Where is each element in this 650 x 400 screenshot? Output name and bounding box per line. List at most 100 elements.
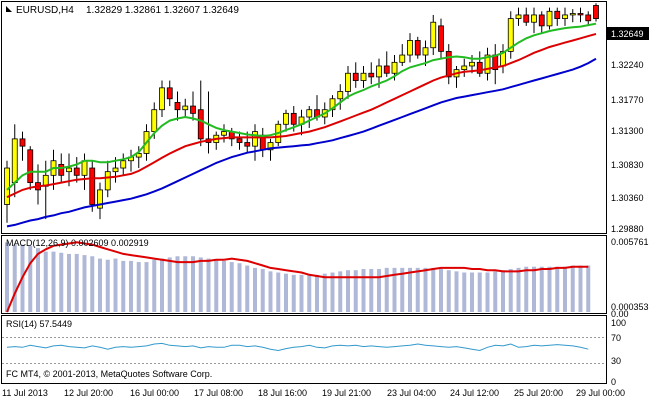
candle <box>476 51 483 77</box>
candle-body <box>221 131 227 136</box>
macd-histogram-bar <box>555 266 560 312</box>
candle-body <box>376 65 382 78</box>
candle-body <box>306 109 313 118</box>
macd-histogram-bar <box>516 267 521 312</box>
rsi-line <box>6 342 589 352</box>
macd-histogram-bar <box>384 267 389 312</box>
macd-histogram-bar <box>462 272 467 312</box>
time-tick: 23 Jul 04:00 <box>387 388 436 398</box>
candle-body <box>383 65 390 74</box>
macd-signal-line <box>6 241 589 313</box>
candle <box>414 36 421 59</box>
candle-body <box>120 160 127 169</box>
macd-histogram-bar <box>322 273 327 312</box>
macd-histogram-bar <box>446 270 451 312</box>
candle-body <box>197 109 204 140</box>
candle-body <box>81 160 88 176</box>
macd-histogram-bar <box>113 258 118 312</box>
rsi-panel[interactable] <box>1 315 607 384</box>
price-axis: 1.32649 1.32240 1.31770 1.31300 1.30830 … <box>607 27 649 234</box>
macd-histogram-bar <box>291 274 296 312</box>
macd-histogram-bar <box>493 271 498 312</box>
price-tick: 1.30360 <box>611 193 644 203</box>
moving-average-mid <box>6 32 597 199</box>
macd-histogram-bar <box>144 262 149 312</box>
candle <box>577 7 584 23</box>
macd-histogram-bar <box>152 259 157 312</box>
macd-level: 0.00 <box>611 309 629 319</box>
candle <box>182 98 189 117</box>
macd-histogram-bar <box>284 273 288 312</box>
moving-average-fast <box>6 22 597 191</box>
macd-histogram-bar <box>586 265 591 312</box>
macd-histogram-bar <box>578 265 583 312</box>
macd-histogram-bar <box>183 256 188 312</box>
macd-histogram-bar <box>160 258 164 312</box>
candle <box>399 44 406 66</box>
macd-histogram-bar <box>136 262 141 312</box>
macd-histogram-bar <box>315 274 319 312</box>
macd-level: 0.005761 <box>611 237 649 247</box>
macd-histogram-bar <box>245 265 250 312</box>
macd-histogram-bar <box>346 270 350 312</box>
macd-histogram-bar <box>214 259 219 312</box>
candle <box>383 51 390 77</box>
candle <box>19 131 26 161</box>
candle-body <box>422 47 429 56</box>
candle-body <box>337 91 344 100</box>
candle-body <box>507 18 514 52</box>
rsi-level: 0 <box>611 377 616 387</box>
candle-body <box>58 163 65 176</box>
macd-histogram-bar <box>90 256 95 312</box>
macd-histogram-bar <box>477 272 482 312</box>
candle-body <box>430 21 437 49</box>
candle <box>89 160 96 212</box>
macd-histogram-bar <box>454 271 459 312</box>
candle-body <box>345 72 351 92</box>
macd-histogram-bar <box>508 269 513 312</box>
candle-body <box>476 61 483 74</box>
symbol-timeframe: EURUSD,H4 <box>16 5 74 16</box>
candle <box>569 9 576 23</box>
time-tick: 19 Jul 21:00 <box>322 388 371 398</box>
time-tick: 17 Jul 08:00 <box>194 388 243 398</box>
candle-body <box>66 167 72 173</box>
macd-histogram-bar <box>121 260 126 312</box>
candle <box>135 146 142 169</box>
macd-histogram-bar <box>175 256 180 312</box>
price-tick: 1.31770 <box>611 95 644 105</box>
macd-histogram-bar <box>431 267 436 312</box>
macd-histogram-bar <box>338 271 343 312</box>
candle-body <box>585 14 592 22</box>
candle-body <box>484 54 491 74</box>
candle <box>554 7 561 26</box>
candle <box>197 80 204 147</box>
candle-body <box>562 14 568 19</box>
macd-histogram-bar <box>59 252 64 312</box>
macd-histogram-bar <box>268 271 273 312</box>
candle <box>190 91 196 121</box>
macd-histogram-bar <box>377 269 381 312</box>
candle <box>407 33 413 63</box>
rsi-level: 30 <box>611 356 621 366</box>
candle-body <box>360 72 367 81</box>
macd-histogram-bar <box>12 244 17 312</box>
candle <box>345 65 351 99</box>
candle <box>306 106 313 128</box>
macd-histogram-bar <box>167 257 172 312</box>
candle <box>484 47 491 81</box>
candle <box>337 84 344 110</box>
candle-body <box>166 87 173 100</box>
rsi-title: RSI(14) 57.5449 <box>6 319 72 329</box>
macd-histogram-bar <box>353 270 358 312</box>
macd-histogram-bar <box>570 265 575 312</box>
candle-body <box>27 149 34 184</box>
candle-body <box>159 87 165 111</box>
candle-body <box>461 65 468 71</box>
candle <box>538 11 545 34</box>
candle <box>507 11 514 59</box>
candle-body <box>469 61 475 67</box>
candle-body <box>174 102 181 111</box>
macd-level: 0.000353 <box>611 302 649 312</box>
